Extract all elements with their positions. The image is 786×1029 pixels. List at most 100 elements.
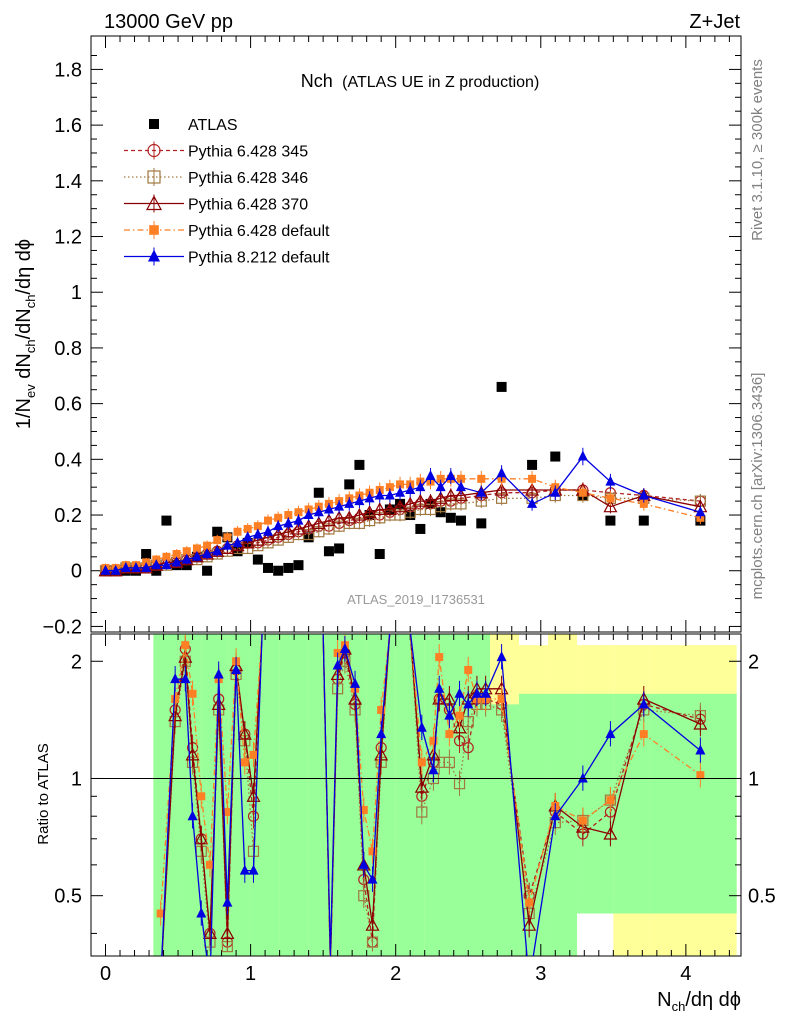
x-axis-label: Nch/dη dϕ [657, 989, 741, 1014]
x-tick-label: 1 [245, 963, 256, 985]
data-point [240, 535, 255, 549]
ratio-point [416, 806, 428, 818]
main-y-axis-label: 1/Nev dNch/dNch/dη dϕ [13, 239, 38, 429]
band-inner [178, 634, 202, 956]
ratio-point [339, 643, 350, 654]
data-point [321, 513, 336, 527]
data-point [252, 528, 263, 539]
legend-marker [149, 119, 159, 129]
ratio-point [414, 779, 429, 793]
ratio-point [205, 860, 214, 869]
ratio-y-tick-label-right: 1 [748, 768, 759, 790]
data-point [603, 499, 618, 513]
data-point [293, 514, 304, 525]
data-point-atlas [638, 515, 649, 526]
data-point-atlas [141, 549, 152, 560]
rivet-version-text: Rivet 3.1.10, ≥ 300k events [749, 59, 766, 241]
data-point-atlas [283, 562, 294, 573]
data-point-atlas [605, 515, 616, 526]
ratio-series-p6def [156, 634, 705, 956]
x-tick-label: 2 [390, 963, 401, 985]
ratio-point [237, 726, 252, 740]
data-point [639, 499, 648, 508]
data-point-atlas [293, 560, 304, 571]
data-point [301, 518, 316, 532]
data-point [354, 495, 365, 506]
data-point [382, 502, 397, 516]
ratio-point [178, 649, 193, 663]
data-point [243, 524, 252, 533]
plot-title: Nch (ATLAS UE in Z production) [301, 71, 540, 91]
data-point [274, 513, 283, 522]
data-point-atlas [323, 546, 334, 557]
data-point [171, 556, 182, 567]
data-point [100, 564, 111, 575]
ratio-point [416, 721, 427, 732]
legend-marker [149, 225, 159, 235]
data-point [253, 522, 262, 531]
ratio-point [180, 673, 191, 684]
data-point [433, 491, 448, 504]
ratio-point [452, 720, 467, 734]
main-y-tick-label: 0.6 [54, 394, 82, 416]
ratio-point [220, 926, 235, 940]
data-point-atlas [273, 565, 284, 576]
data-point [423, 493, 438, 507]
ratio-point [348, 691, 363, 705]
band-inner [395, 634, 425, 956]
ratio-point [171, 695, 180, 704]
x-tick-label: 4 [680, 963, 691, 985]
band-inner [548, 693, 578, 956]
ratio-point [603, 826, 618, 840]
data-point [352, 507, 367, 521]
data-point [332, 510, 347, 524]
ratio-point [444, 709, 455, 720]
ratio-point [429, 736, 438, 745]
data-point [260, 530, 276, 543]
data-point [396, 480, 405, 489]
series-p8def [100, 447, 706, 575]
band-inner [424, 634, 461, 956]
data-point [263, 525, 274, 536]
legend-marker [148, 249, 160, 262]
x-tick-label: 0 [100, 963, 111, 985]
ratio-point [455, 711, 464, 720]
data-point [550, 486, 561, 497]
main-y-tick-label: 0 [71, 561, 82, 583]
data-point-atlas [212, 526, 223, 537]
ratio-point [231, 663, 242, 674]
ratio-point [367, 873, 378, 884]
data-point [364, 492, 375, 503]
ratio-point [239, 864, 250, 875]
legend-label: Pythia 6.428 345 [188, 144, 308, 161]
ratio-point [181, 641, 190, 650]
legend-marker [145, 195, 163, 211]
data-point [291, 521, 306, 535]
data-point [403, 496, 418, 510]
ratio-point [434, 682, 445, 693]
ratio-point [196, 907, 207, 918]
data-point [453, 488, 468, 502]
legend-label: Pythia 6.428 370 [188, 197, 308, 214]
data-point [232, 536, 243, 547]
data-point [212, 545, 223, 556]
data-point [250, 532, 265, 546]
data-point [455, 481, 466, 492]
data-point [405, 483, 416, 494]
header-right: Z+Jet [689, 11, 740, 33]
ratio-point [428, 764, 439, 775]
ratio-point [480, 687, 491, 698]
data-point-atlas [334, 543, 345, 554]
legend-item-p370: Pythia 6.428 370 [124, 194, 308, 214]
data-point [528, 474, 537, 483]
ratio-point [695, 744, 706, 755]
data-point [425, 470, 436, 481]
data-point [496, 467, 507, 478]
analysis-watermark: ATLAS_2019_I1736531 [347, 592, 485, 607]
ratio-point [377, 705, 386, 714]
data-point [578, 488, 587, 497]
ratio-series-p8def [161, 634, 706, 956]
ratio-point [376, 728, 387, 739]
data-point [435, 481, 446, 492]
